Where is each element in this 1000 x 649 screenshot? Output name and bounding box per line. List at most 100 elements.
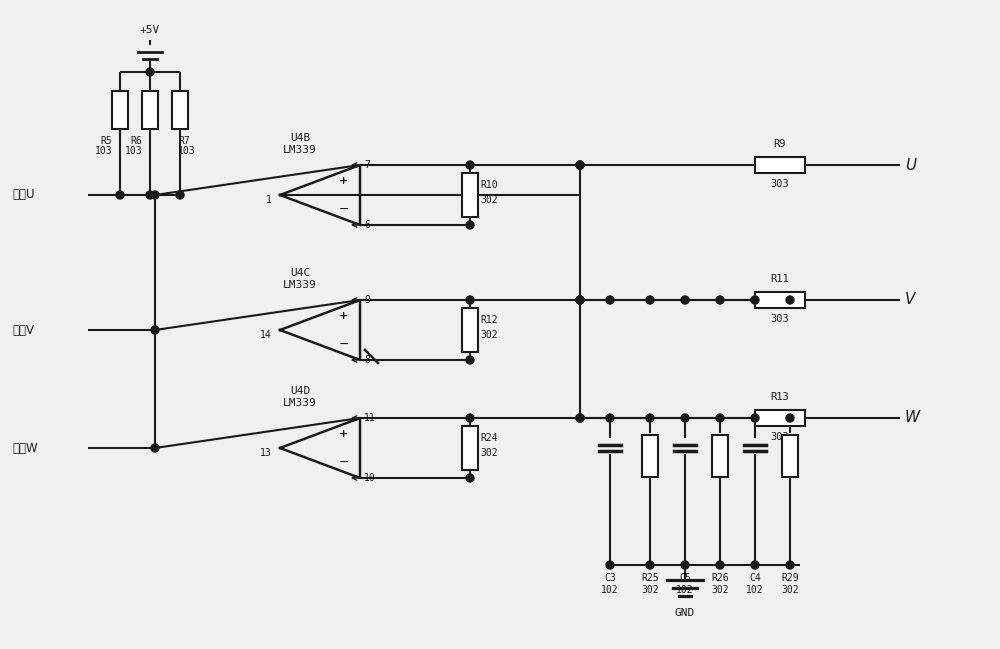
Text: 102: 102: [676, 585, 694, 595]
Circle shape: [146, 68, 154, 76]
Bar: [462, 173, 478, 217]
Circle shape: [646, 414, 654, 422]
Text: 8: 8: [364, 355, 370, 365]
Text: U: U: [905, 158, 916, 173]
Text: 输出W: 输出W: [12, 441, 38, 454]
Bar: [712, 435, 728, 477]
Text: 103: 103: [94, 146, 112, 156]
Text: 7: 7: [364, 160, 370, 170]
Bar: [462, 426, 478, 470]
Circle shape: [786, 414, 794, 422]
Bar: [782, 435, 798, 477]
Text: 9: 9: [364, 295, 370, 305]
Circle shape: [576, 296, 584, 304]
Circle shape: [751, 414, 759, 422]
Circle shape: [786, 296, 794, 304]
Circle shape: [576, 161, 584, 169]
Text: LM339: LM339: [283, 398, 317, 408]
Text: R13: R13: [771, 392, 789, 402]
Text: 302: 302: [480, 330, 498, 340]
Bar: [755, 410, 805, 426]
Circle shape: [466, 414, 474, 422]
Text: 302: 302: [641, 585, 659, 595]
Circle shape: [176, 191, 184, 199]
Circle shape: [606, 414, 614, 422]
Text: GND: GND: [675, 608, 695, 618]
Circle shape: [576, 296, 584, 304]
Text: +: +: [339, 429, 349, 439]
Text: 14: 14: [260, 330, 272, 340]
Circle shape: [716, 414, 724, 422]
Text: R10: R10: [480, 180, 498, 190]
Text: −: −: [339, 337, 349, 350]
Text: 303: 303: [771, 314, 789, 324]
Text: 输出U: 输出U: [12, 188, 34, 201]
Text: +: +: [339, 176, 349, 186]
Circle shape: [716, 561, 724, 569]
Text: R5: R5: [100, 136, 112, 146]
Text: R12: R12: [480, 315, 498, 325]
Circle shape: [786, 561, 794, 569]
Text: LM339: LM339: [283, 145, 317, 155]
Text: 302: 302: [480, 448, 498, 458]
Circle shape: [576, 414, 584, 422]
Text: 6: 6: [364, 220, 370, 230]
Text: 11: 11: [364, 413, 376, 423]
Text: R24: R24: [480, 433, 498, 443]
Circle shape: [116, 191, 124, 199]
Bar: [142, 91, 158, 129]
Text: LM339: LM339: [283, 280, 317, 290]
Text: U4B: U4B: [290, 133, 310, 143]
Text: C3: C3: [604, 573, 616, 583]
Text: R7: R7: [178, 136, 190, 146]
Circle shape: [646, 296, 654, 304]
Text: U4C: U4C: [290, 268, 310, 278]
Text: 303: 303: [771, 179, 789, 189]
Bar: [755, 157, 805, 173]
Circle shape: [576, 161, 584, 169]
Text: 302: 302: [711, 585, 729, 595]
Text: R6: R6: [130, 136, 142, 146]
Text: 1: 1: [266, 195, 272, 205]
Text: 303: 303: [771, 432, 789, 442]
Circle shape: [681, 561, 689, 569]
Text: R29: R29: [781, 573, 799, 583]
Circle shape: [716, 296, 724, 304]
Bar: [172, 91, 188, 129]
Text: −: −: [339, 202, 349, 215]
Circle shape: [606, 561, 614, 569]
Text: 102: 102: [746, 585, 764, 595]
Circle shape: [151, 444, 159, 452]
Bar: [642, 435, 658, 477]
Text: 302: 302: [781, 585, 799, 595]
Bar: [112, 91, 128, 129]
Text: 103: 103: [124, 146, 142, 156]
Text: 103: 103: [178, 146, 196, 156]
Circle shape: [151, 326, 159, 334]
Text: 输出V: 输出V: [12, 323, 34, 336]
Circle shape: [681, 414, 689, 422]
Text: U4D: U4D: [290, 386, 310, 396]
Circle shape: [151, 191, 159, 199]
Bar: [462, 308, 478, 352]
Circle shape: [751, 296, 759, 304]
Text: R26: R26: [711, 573, 729, 583]
Text: R25: R25: [641, 573, 659, 583]
Circle shape: [466, 161, 474, 169]
Circle shape: [576, 414, 584, 422]
Circle shape: [751, 561, 759, 569]
Text: R9: R9: [774, 139, 786, 149]
Circle shape: [681, 296, 689, 304]
Bar: [755, 292, 805, 308]
Circle shape: [146, 191, 154, 199]
Circle shape: [606, 296, 614, 304]
Text: +: +: [339, 311, 349, 321]
Text: 13: 13: [260, 448, 272, 458]
Text: W: W: [905, 411, 920, 426]
Text: −: −: [339, 456, 349, 469]
Text: C5: C5: [679, 573, 691, 583]
Text: C4: C4: [749, 573, 761, 583]
Circle shape: [646, 561, 654, 569]
Circle shape: [466, 356, 474, 364]
Text: +5V: +5V: [140, 25, 160, 35]
